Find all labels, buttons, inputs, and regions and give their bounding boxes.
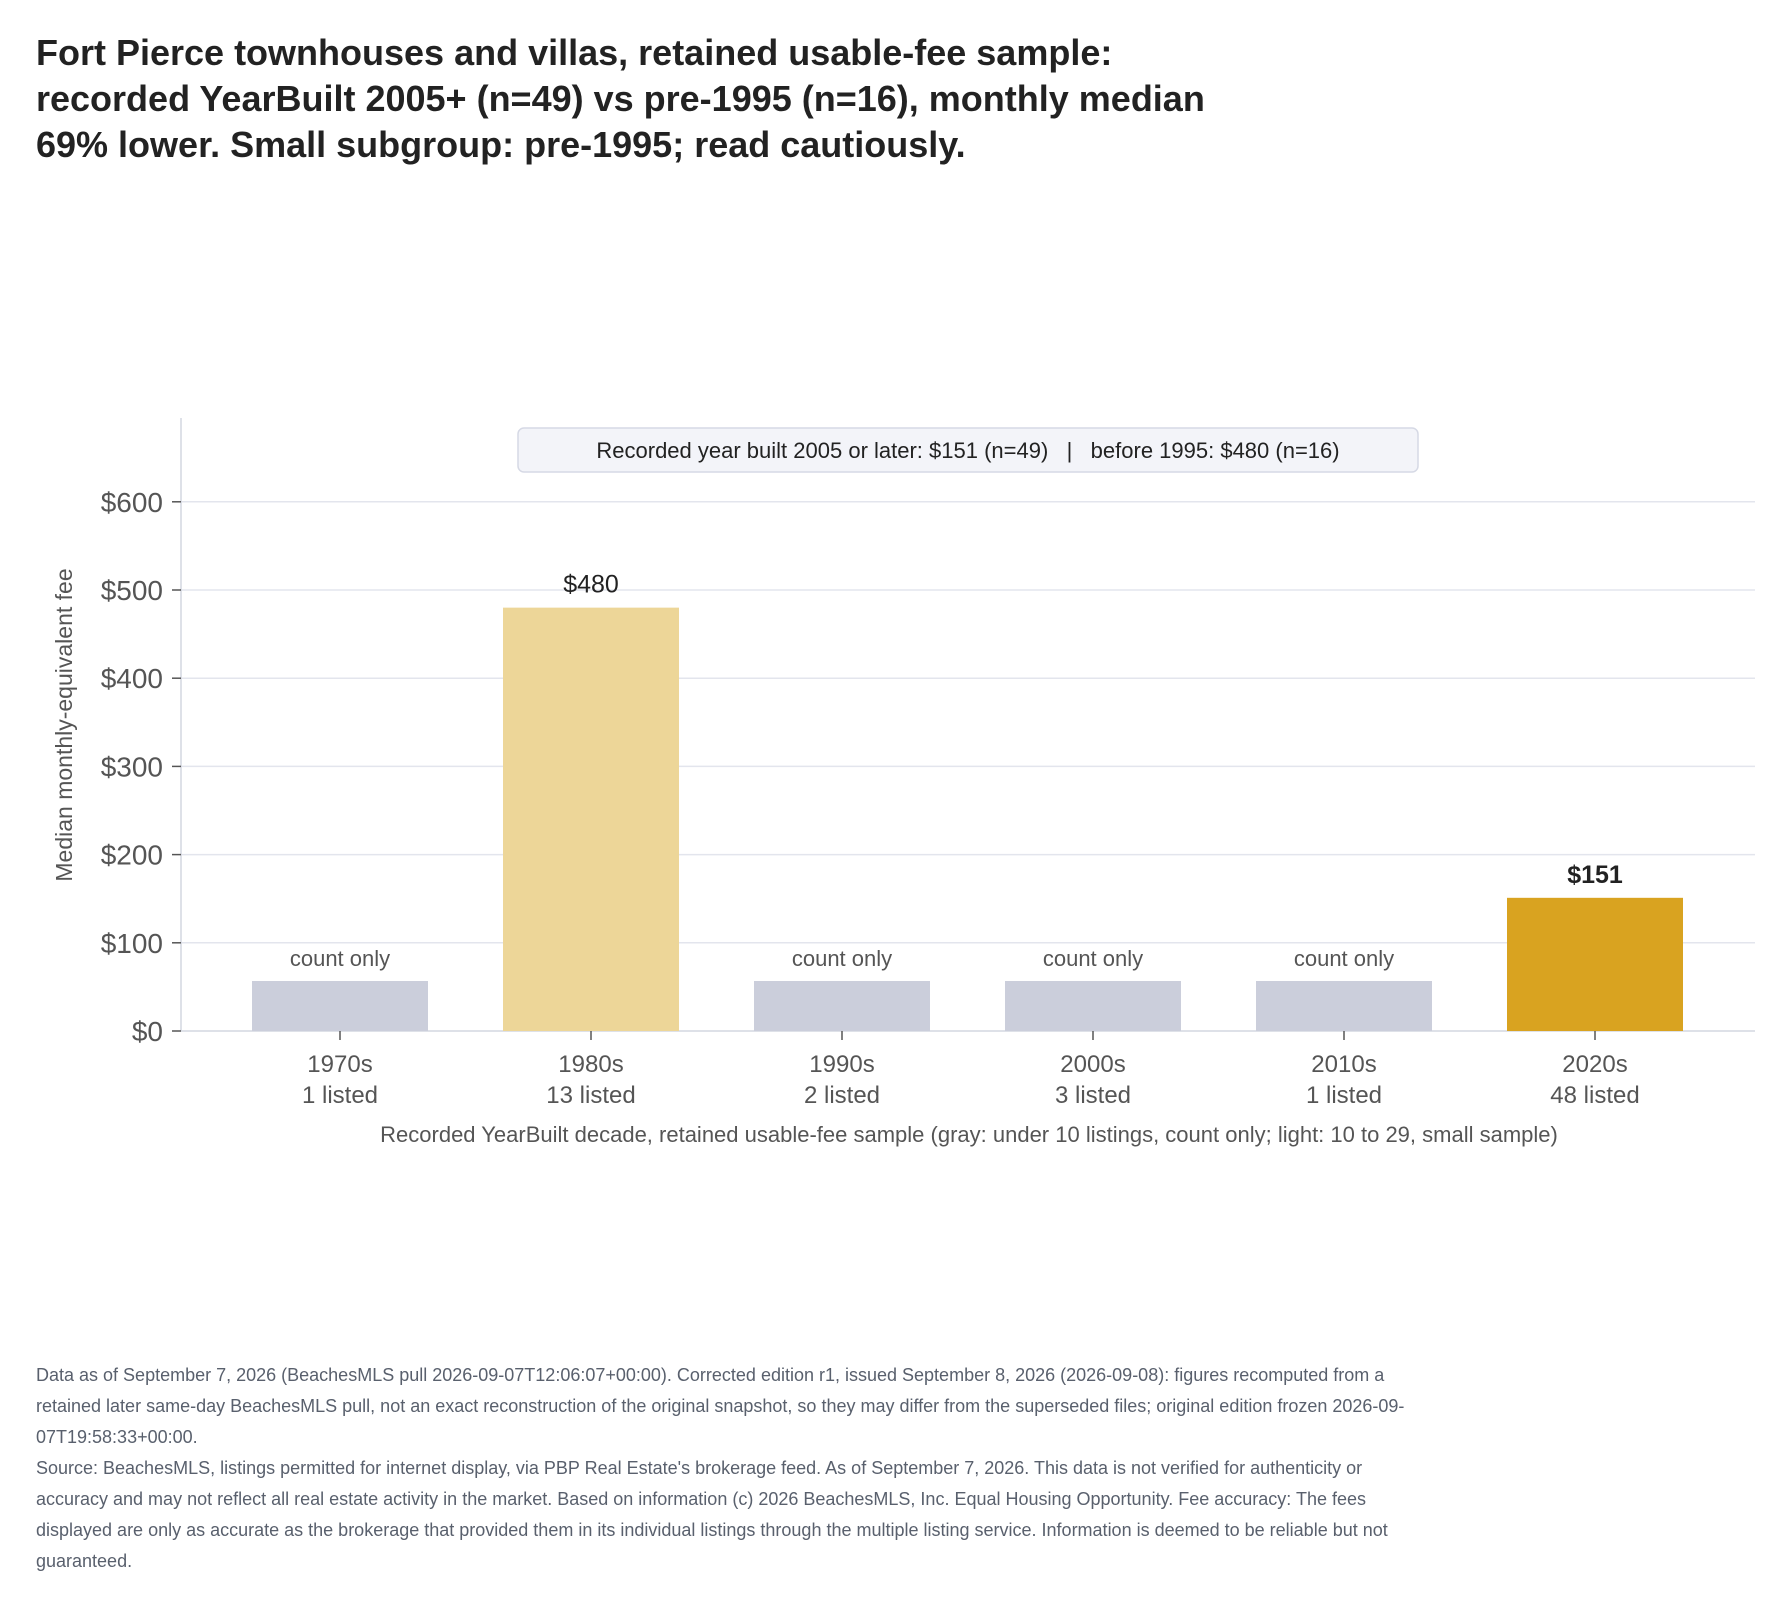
annotation-text: Recorded year built 2005 or later: $151 … [596, 438, 1339, 463]
x-tick-label-decade: 2010s [1311, 1051, 1376, 1078]
annotation-box: Recorded year built 2005 or later: $151 … [517, 427, 1419, 473]
x-tick-label-decade: 1980s [558, 1051, 623, 1078]
title-line-1: Fort Pierce townhouses and villas, retai… [36, 32, 1113, 73]
bar-labels: count only $480 count only count only count … [290, 571, 1623, 971]
y-tick-label: $600 [101, 487, 163, 518]
bar-2000s [1005, 981, 1181, 1031]
bar-label-1990s: count only [792, 946, 892, 971]
bar-label-2000s: count only [1043, 946, 1143, 971]
x-tick-label-count: 1 listed [1306, 1082, 1382, 1109]
bar-1970s [252, 981, 428, 1031]
bar-label-1970s: count only [290, 946, 390, 971]
gridlines [181, 501, 1755, 944]
title-line-2: recorded YearBuilt 2005+ (n=49) vs pre-1… [36, 78, 1205, 119]
footnote-data-note: Data as of September 7, 2026 (BeachesMLS… [36, 1365, 1405, 1447]
y-axis-label: Median monthly-equivalent fee [51, 568, 77, 881]
bar-label-2010s: count only [1294, 946, 1394, 971]
axes [180, 418, 1755, 1032]
x-ticks: 1970s 1 listed 1980s 13 listed 1990s 2 listed… [302, 1031, 1640, 1109]
x-axis-label: Recorded YearBuilt decade, retained usab… [380, 1122, 1558, 1147]
footnote-source-note: Source: BeachesMLS, listings permitted f… [36, 1458, 1388, 1571]
y-ticks: $0 $100 $200 $300 $400 $500 $600 [101, 487, 181, 1047]
bar-label-2020s: $151 [1567, 861, 1623, 889]
y-tick-label: $300 [101, 751, 163, 782]
footnote: Data as of September 7, 2026 (BeachesMLS… [36, 1360, 1416, 1577]
title-line-3: 69% lower. Small subgroup: pre-1995; rea… [36, 124, 966, 165]
x-tick-label-count: 48 listed [1550, 1082, 1639, 1109]
annotation-background [517, 427, 1419, 473]
bar-label-1980s: $480 [563, 571, 619, 599]
y-tick-label: $100 [101, 928, 163, 959]
y-tick-label: $0 [132, 1016, 163, 1047]
x-tick-label-decade: 1990s [809, 1051, 874, 1078]
bar-1990s [754, 981, 930, 1031]
y-tick-label: $400 [101, 663, 163, 694]
x-tick-label-decade: 1970s [307, 1051, 372, 1078]
bar-2010s [1256, 981, 1432, 1031]
y-tick-label: $500 [101, 575, 163, 606]
bar-1980s [503, 607, 679, 1031]
bars [252, 607, 1683, 1031]
bar-2020s [1507, 897, 1683, 1031]
x-tick-label-decade: 2020s [1562, 1051, 1627, 1078]
x-tick-label-count: 1 listed [302, 1082, 378, 1109]
x-tick-label-count: 13 listed [546, 1082, 635, 1109]
bar-chart: $0 $100 $200 $300 $400 $500 $600 count only $48… [51, 418, 1755, 1147]
chart-title: Fort Pierce townhouses and villas, retai… [36, 30, 1436, 168]
x-tick-label-decade: 2000s [1060, 1051, 1125, 1078]
x-tick-label-count: 3 listed [1055, 1082, 1131, 1109]
y-tick-label: $200 [101, 840, 163, 871]
x-tick-label-count: 2 listed [804, 1082, 880, 1109]
